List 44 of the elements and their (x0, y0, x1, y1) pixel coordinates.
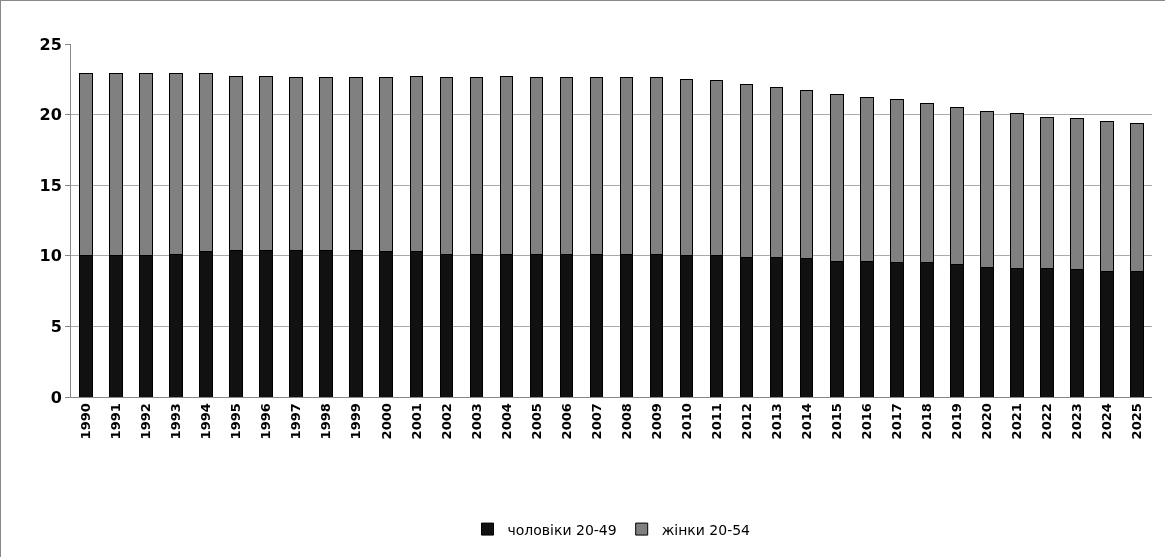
x-tick-label: 2022 (1039, 403, 1055, 440)
x-tick-label: 2006 (558, 403, 574, 440)
y-tick-label: 20 (39, 105, 62, 125)
x-tick-label: 2002 (438, 403, 454, 440)
x-tick-label: 1994 (198, 403, 214, 440)
x-tick-label: 2020 (979, 403, 995, 440)
y-tick-label: 0 (50, 387, 62, 407)
x-tick-label: 2011 (708, 403, 724, 440)
y-tick-label: 10 (39, 246, 62, 266)
x-tick-label: 2000 (378, 403, 394, 440)
x-tick-label: 1990 (78, 403, 94, 440)
x-tick-label: 2015 (828, 403, 844, 440)
x-tick-label: 1993 (168, 403, 184, 440)
x-tick-label: 2019 (949, 403, 965, 440)
x-tick-label: 1997 (288, 403, 304, 440)
x-tick-label: 2023 (1069, 403, 1085, 440)
x-tick-label: 2001 (408, 403, 424, 440)
x-tick-label: 2007 (588, 403, 604, 440)
x-tick-label: 1998 (318, 403, 334, 440)
x-tick-label: 2005 (528, 403, 544, 440)
x-tick-label: 2004 (498, 403, 514, 440)
x-tick-label: 2017 (888, 403, 904, 440)
x-tick-label: 2014 (798, 403, 814, 440)
x-tick-label: 1996 (258, 403, 274, 440)
y-tick-label: 5 (50, 317, 62, 336)
legend-label: жінки 20-54 (661, 521, 751, 538)
x-tick-label: 2018 (919, 403, 935, 440)
x-tick-label: 1992 (138, 403, 154, 440)
y-tick-label: 25 (39, 34, 62, 54)
x-tick-label: 1995 (228, 403, 244, 440)
legend-label: чоловіки 20-49 (507, 521, 617, 538)
x-tick-label: 2010 (678, 403, 694, 440)
x-tick-label: 2009 (648, 403, 664, 440)
x-tick-label: 2016 (858, 403, 874, 440)
x-tick-label: 2021 (1009, 403, 1025, 440)
x-tick-label: 1999 (348, 403, 364, 440)
x-tick-label: 2003 (468, 403, 484, 440)
x-tick-label: 2008 (618, 403, 634, 440)
y-tick-label: 15 (39, 175, 62, 195)
x-tick-label: 2012 (738, 403, 754, 440)
x-tick-label: 2024 (1099, 403, 1115, 440)
x-tick-label: 2025 (1129, 403, 1145, 440)
x-tick-label: 1991 (108, 403, 124, 440)
x-tick-label: 2013 (768, 403, 784, 440)
